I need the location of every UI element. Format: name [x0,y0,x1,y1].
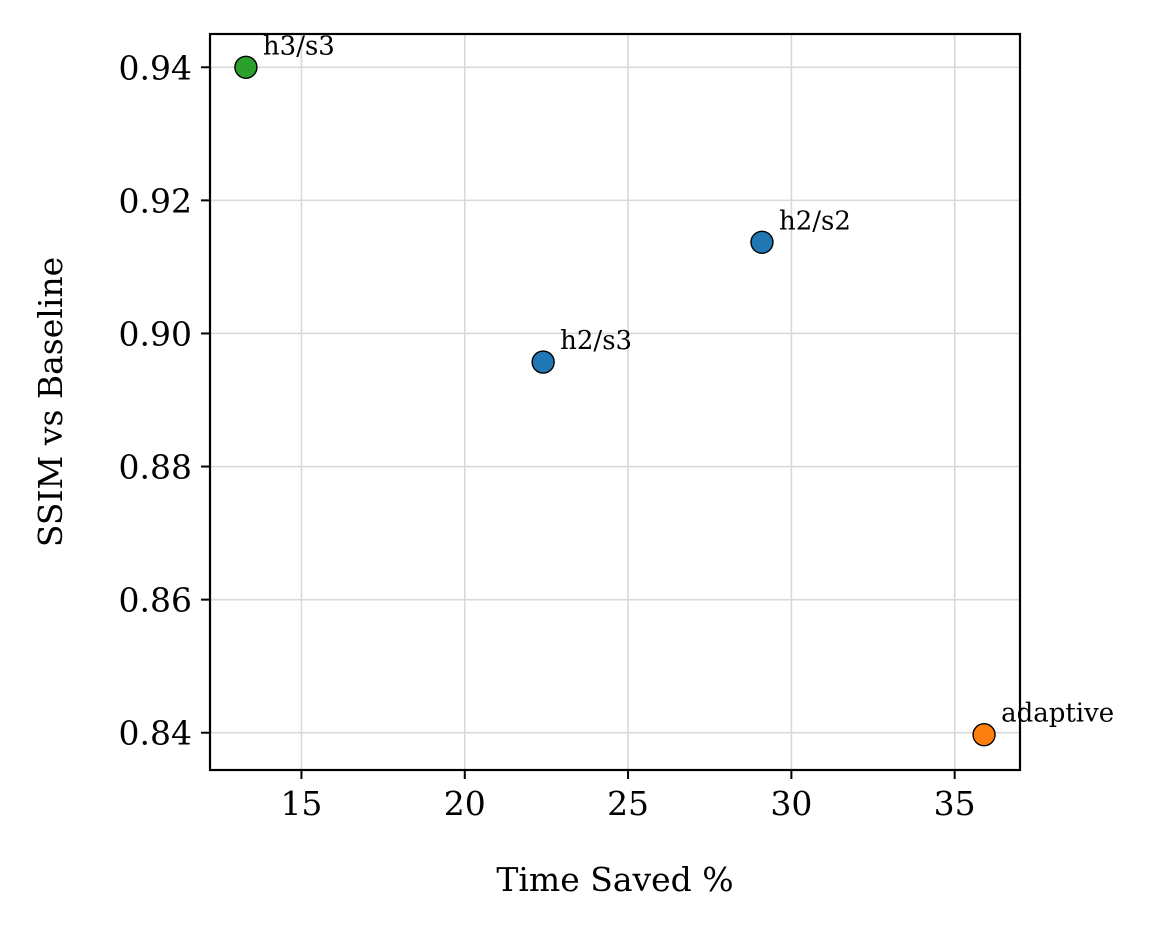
y-tick-label: 0.92 [119,181,192,220]
point-label: h2/s3 [560,326,632,356]
x-axis-label: Time Saved % [496,860,733,899]
y-axis-label: SSIM vs Baseline [31,257,70,547]
scatter-point [750,230,774,254]
scatter-point [531,350,555,374]
x-tick-label: 15 [280,784,322,823]
point-label: h3/s3 [263,31,335,61]
tick-layer: 15 20 25 30 35 0.84 0.86 0.88 0.90 0.92 0.94 [119,48,976,823]
scatter-point [972,723,996,747]
point-layer: h3/s3 h2/s2 h2/s3 adaptive [234,31,1114,747]
y-tick-label: 0.86 [119,581,192,620]
scatter-point [234,55,258,79]
grid-layer [210,34,1020,770]
x-tick-label: 35 [934,784,976,823]
x-tick-label: 20 [444,784,486,823]
point-label: h2/s2 [779,206,851,236]
y-tick-label: 0.90 [119,314,192,353]
x-tick-label: 25 [607,784,649,823]
point-label: adaptive [1001,699,1114,729]
y-tick-label: 0.88 [119,448,192,487]
y-tick-label: 0.84 [119,714,192,753]
y-tick-label: 0.94 [119,48,192,87]
plot-frame [208,32,1022,772]
x-tick-label: 30 [770,784,812,823]
